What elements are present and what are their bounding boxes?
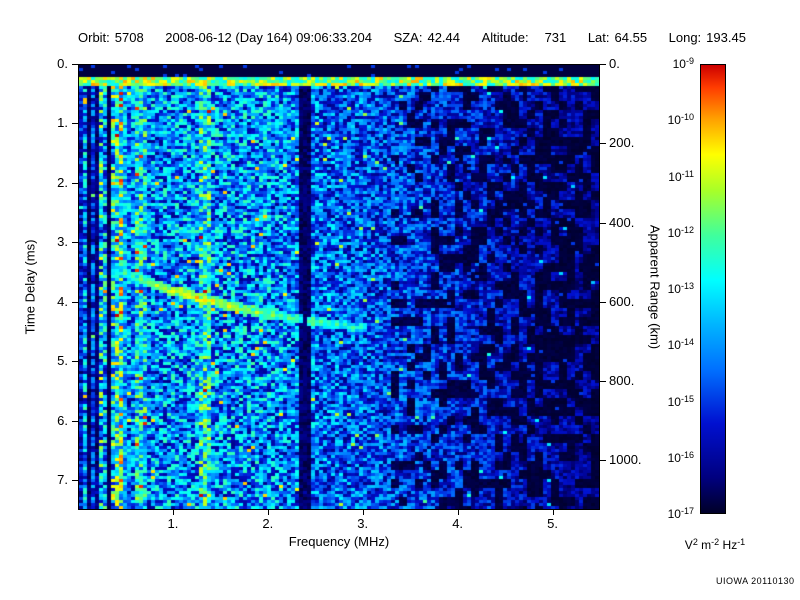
colorbar-units: V2 m-2 Hz-1 (684, 537, 746, 552)
header-item: Long: 193.45 (669, 30, 746, 45)
x-tick-label: 2. (262, 516, 274, 531)
credit-text: UIOWA 20110130 (716, 576, 795, 586)
x-axis-title: Frequency (MHz) (288, 534, 390, 549)
header-item-value: 193.45 (706, 30, 746, 45)
header-item: SZA: 42.44 (394, 30, 460, 45)
colorbar-tick-label: 10-10 (667, 112, 694, 128)
x-tick-label: 4. (452, 516, 464, 531)
y-tick-label: 1. (57, 115, 68, 131)
x-tick-mark (362, 510, 364, 515)
exponent: -9 (685, 56, 694, 66)
exponent: -10 (680, 112, 694, 123)
range-tick-label: 0. (609, 56, 620, 71)
header-item-label: Long: (668, 30, 702, 45)
y-tick-mark (72, 361, 78, 363)
spectrogram-plot-frame (78, 64, 600, 510)
colorbar-tick-label: 10-16 (667, 449, 694, 465)
x-tick-label: 5. (547, 516, 558, 531)
y-tick-label: 2. (57, 174, 68, 190)
range-tick-mark (600, 301, 606, 303)
header-item: 2008-06-12 (Day 164) 09:06:33.204 (165, 30, 372, 45)
x-tick-mark (457, 510, 459, 515)
colorbar-tick-label: 10-14 (667, 337, 694, 353)
header-item-label: Orbit: (78, 30, 110, 45)
y-tick-mark (72, 301, 78, 303)
exponent: 2 (692, 537, 698, 547)
exponent: -16 (680, 449, 694, 460)
range-tick-label: 600. (609, 293, 635, 309)
y-tick-mark (72, 480, 78, 482)
header-item-value: 731 (544, 30, 567, 45)
header-item-value: 42.44 (427, 30, 461, 45)
header-info: Orbit: 5708 2008-06-12 (Day 164) 09:06:33.… (78, 30, 746, 45)
exponent: -12 (680, 224, 694, 235)
range-tick-mark (600, 460, 606, 462)
exponent: -1 (737, 537, 746, 547)
exponent: -2 (711, 537, 720, 547)
x-tick-label: 3. (357, 516, 369, 531)
range-tick-label: 1000. (609, 452, 642, 468)
exponent: -14 (680, 337, 694, 348)
colorbar (700, 64, 726, 514)
y-tick-label: 5. (57, 353, 68, 369)
x-tick-label: 1. (167, 516, 179, 531)
header-item-value: 64.55 (614, 30, 648, 45)
y-tick-mark (72, 420, 78, 422)
x-tick-mark (172, 510, 174, 515)
exponent: -11 (681, 168, 694, 179)
header-item-value: 5708 (114, 30, 144, 45)
y-tick-label: 4. (57, 293, 68, 309)
header-item-label: Lat: (587, 30, 610, 45)
x-tick-mark (267, 510, 269, 515)
header-item: Altitude: 731 (482, 30, 567, 45)
header-item-value: 2008-06-12 (Day 164) 09:06:33.204 (165, 30, 372, 45)
header-item-label: Altitude: (481, 30, 529, 45)
header-item: Lat: 64.55 (588, 30, 647, 45)
y-tick-mark (72, 123, 78, 125)
y-tick-mark (72, 242, 78, 244)
range-tick-mark (600, 222, 606, 224)
range-tick-mark (600, 143, 606, 145)
range-tick-mark (600, 381, 606, 383)
colorbar-tick-label: 10-15 (667, 393, 694, 409)
y-tick-label: 3. (57, 234, 68, 250)
colorbar-tick-label: 10-13 (667, 281, 694, 296)
range-tick-label: 400. (609, 214, 635, 230)
exponent: -13 (680, 281, 694, 291)
x-tick-mark (552, 510, 554, 515)
y-tick-mark (72, 182, 78, 184)
colorbar-tick-label: 10-12 (667, 224, 694, 240)
exponent: -15 (680, 393, 694, 404)
range-tick-mark (600, 64, 606, 65)
header-item: Orbit: 5708 (78, 30, 144, 45)
header-item-label: SZA: (393, 30, 423, 45)
y-tick-label: 0. (57, 56, 68, 71)
colorbar-tick-label: 10-9 (672, 56, 694, 71)
y-tick-label: 7. (57, 472, 68, 488)
colorbar-tick-label: 10-11 (668, 168, 694, 184)
y-axis-title-left: Time Delay (ms) (22, 239, 38, 335)
y-tick-label: 6. (57, 412, 68, 428)
range-tick-label: 800. (609, 373, 635, 389)
spectrogram-canvas (79, 65, 599, 509)
exponent: -17 (680, 506, 694, 516)
y-tick-mark (72, 64, 78, 65)
range-tick-label: 200. (609, 135, 635, 151)
colorbar-tick-label: 10-17 (667, 506, 694, 521)
